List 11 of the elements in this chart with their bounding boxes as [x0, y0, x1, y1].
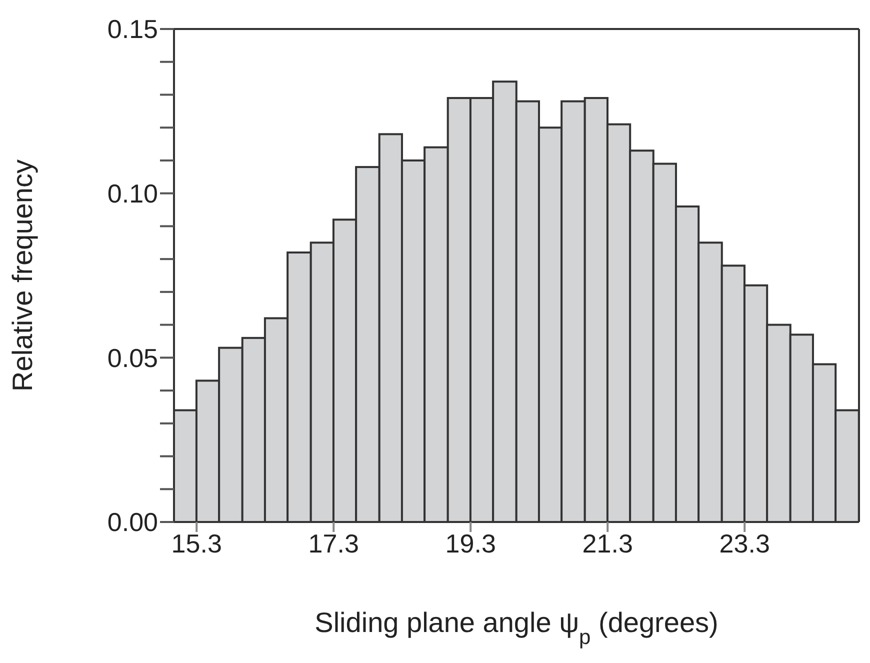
y-tick-label: 0.15: [107, 14, 158, 44]
x-tick-label: 19.3: [445, 528, 496, 558]
x-tick-label: 21.3: [582, 528, 633, 558]
y-axis-title: Relative frequency: [6, 160, 38, 392]
y-tick-label: 0.00: [107, 507, 158, 538]
y-tick-label: 0.10: [107, 178, 158, 209]
x-tick-label: 17.3: [308, 528, 359, 558]
y-tick-label: 0.05: [107, 342, 158, 373]
x-axis-title: Sliding plane angle ψ$_{p}$ (degrees): [314, 607, 718, 648]
x-tick-label: 23.3: [719, 528, 770, 558]
x-tick-label: 15.3: [171, 528, 222, 558]
